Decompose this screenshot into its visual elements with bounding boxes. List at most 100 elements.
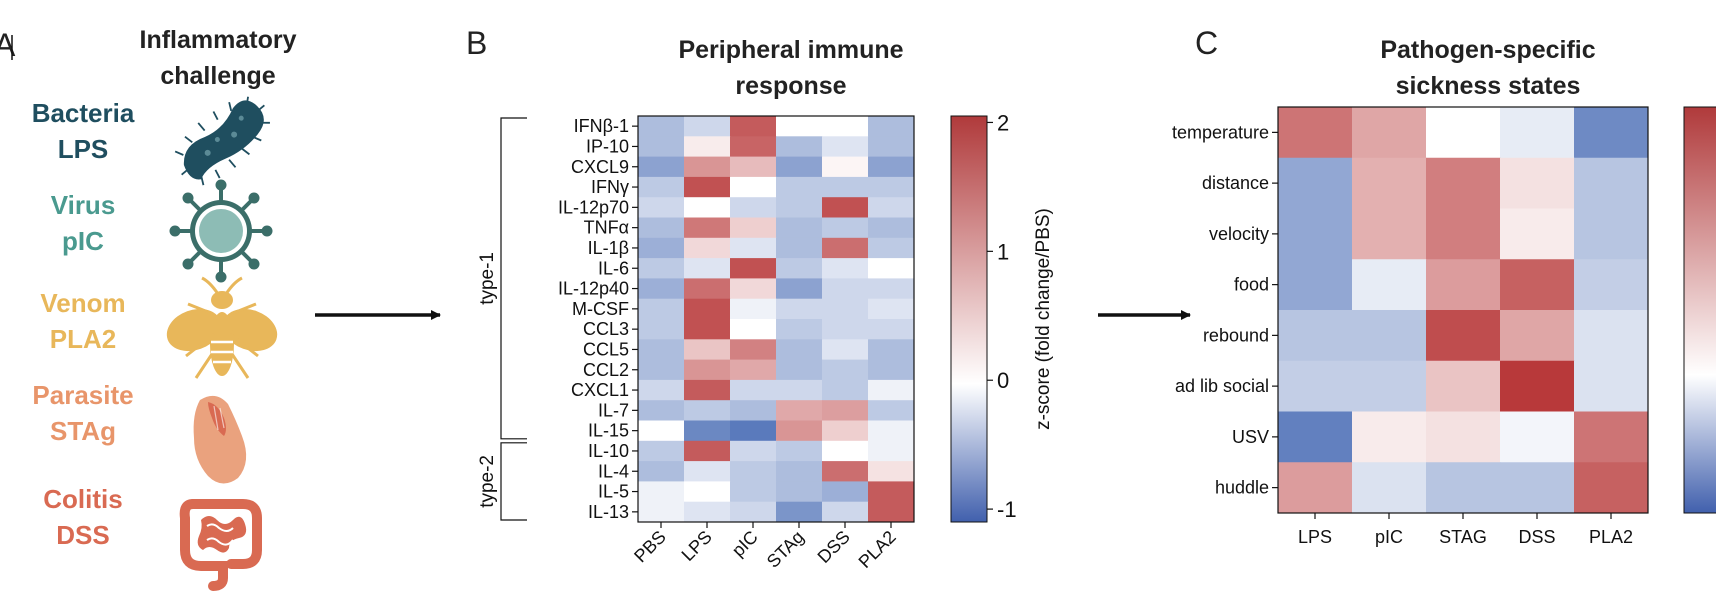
heatmap-cell [822,278,869,300]
heatmap-cell [684,176,731,198]
heatmap-cell [684,298,731,320]
heatmap-cell [868,217,915,239]
colorbar-tick-label: 2 [997,110,1009,135]
heatmap-cell [684,461,731,482]
heatmap-cell [684,258,731,279]
heatmap-cell [1500,107,1575,159]
heatmap-cell [730,116,777,137]
heatmap-cell [822,339,869,361]
row-label: velocity [1209,224,1269,244]
heatmap-cell [1278,462,1353,514]
row-label: CXCL1 [571,380,629,400]
heatmap-cell [684,379,731,401]
column-label: pIC [728,527,762,561]
heatmap-cell [1426,411,1501,463]
heatmap-cell [638,501,685,523]
heatmap-cell [684,217,731,239]
heatmap-cell [638,136,685,158]
heatmap-cell [730,339,777,361]
heatmap-cell [776,461,823,482]
intestine-icon [179,499,262,591]
row-label: rebound [1203,325,1269,345]
heatmap-cell [868,116,915,137]
heatmap-cell [1278,208,1353,260]
heatmap-cell [1426,107,1501,159]
heatmap-cell [730,481,777,503]
heatmap-cell [868,379,915,401]
heatmap-cell [638,197,685,218]
heatmap-cell [1574,310,1649,362]
heatmap-cell [776,319,823,340]
challenge-label: Bacteria [32,98,135,128]
row-label: IFNγ [591,177,629,197]
heatmap-frame [637,115,915,523]
challenge-list: Bacteria LPS Virus pIC Venom PLA2 Parasite STAg… [32,98,135,550]
heatmap-cell [730,319,777,340]
row-label: TNFα [584,218,629,238]
heatmap-cell [638,319,685,340]
row-label: IFNβ-1 [574,116,629,136]
heatmap-cell [822,440,869,462]
heatmap-cell [776,298,823,320]
heatmap-cell [1278,157,1353,209]
challenge-label: DSS [56,520,109,550]
heatmap-cell [1278,107,1353,159]
heatmap-cell [1500,157,1575,209]
group-bracket [500,117,527,440]
heatmap-cell [776,420,823,442]
heatmap-cell [868,339,915,361]
heatmap-cell [684,319,731,340]
heatmap-cell [776,481,823,503]
colorbar-tick-label: -1 [997,497,1017,522]
heatmap-cell [868,156,915,178]
parasite-icon [193,395,247,484]
row-label: IL-12p70 [558,197,629,217]
panel-a-title-line1: Inflammatory [140,26,297,54]
heatmap-cell [776,136,823,158]
panel-c-title-line1: Pathogen-specific [1380,36,1595,64]
panel-c-label: C [1195,25,1218,61]
row-label: M-CSF [572,299,629,319]
heatmap-cell [638,217,685,239]
heatmap-cell [1352,107,1427,159]
panel-a-label: A [0,27,16,63]
heatmap-c: temperature distance velocity food rebound ad… [1172,106,1716,547]
row-label: CXCL9 [571,157,629,177]
heatmap-cell [776,258,823,279]
heatmap-cell [1500,462,1575,514]
row-label: IL-7 [598,400,629,420]
heatmap-cell [1574,462,1649,514]
row-label: CCL5 [583,339,629,359]
heatmap-cell [730,156,777,178]
column-label: pIC [1375,527,1403,547]
heatmap-cell [822,359,869,381]
row-label: IL-15 [588,421,629,441]
heatmap-cell [822,136,869,158]
heatmap-cell [730,298,777,320]
heatmap-cell [776,339,823,361]
column-label: STAG [1439,527,1487,547]
heatmap-cell [1500,208,1575,260]
row-label: CCL3 [583,319,629,339]
heatmap-cell [1574,107,1649,159]
heatmap-cell [1426,360,1501,412]
heatmap-cell [868,176,915,198]
heatmap-cell [684,197,731,218]
heatmap-cell [776,379,823,401]
heatmap-cell [638,440,685,462]
heatmap-cell [730,461,777,482]
heatmap-cell [1500,259,1575,311]
challenge-label: STAg [50,416,116,446]
heatmap-cell [1352,259,1427,311]
heatmap-cell [1500,360,1575,412]
heatmap-cell [776,197,823,218]
challenge-label: Virus [51,190,116,220]
colorbar [950,115,988,523]
heatmap-cell [730,420,777,442]
heatmap-cell [638,379,685,401]
heatmap-cell [822,481,869,503]
heatmap-cell [868,481,915,503]
heatmap-cell [730,359,777,381]
heatmap-cell [730,400,777,421]
heatmap-cell [730,197,777,218]
